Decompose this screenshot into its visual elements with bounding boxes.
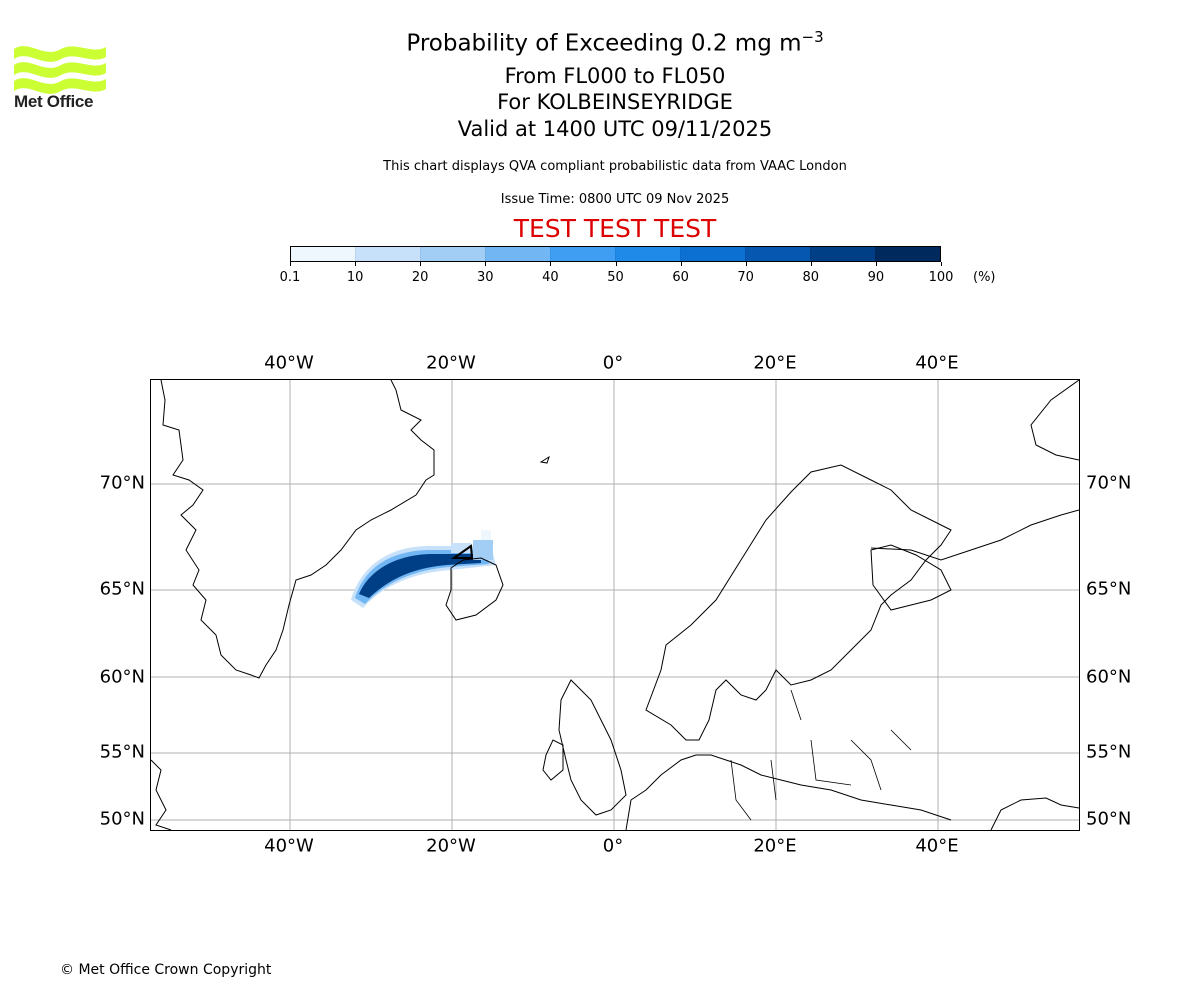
colorbar-segment xyxy=(745,247,810,261)
right-latitude-label: 60°N xyxy=(1086,666,1132,688)
chart-title: Probability of Exceeding 0.2 mg m−3 xyxy=(0,28,1200,57)
colorbar-tick-label: 50 xyxy=(607,270,624,285)
bottom-longitude-label: 40°W xyxy=(264,835,314,857)
colorbar-tick-label: 100 xyxy=(928,270,954,285)
map-frame[interactable] xyxy=(150,379,1080,831)
colorbar xyxy=(290,246,941,262)
colorbar-tick-label: 60 xyxy=(672,270,689,285)
continental-europe-coast xyxy=(625,754,952,830)
jan-mayen-coast xyxy=(539,455,550,464)
greenland-coast xyxy=(160,380,435,679)
colorbar-segment xyxy=(420,247,485,261)
colorbar-tick-label: 70 xyxy=(737,270,754,285)
colorbar-tick-mark xyxy=(941,262,942,266)
valid-time: Valid at 1400 UTC 09/11/2025 xyxy=(457,117,773,141)
colorbar-tick-mark xyxy=(745,262,747,266)
colorbar-tick-mark xyxy=(485,262,487,266)
colorbar-units: (%) xyxy=(973,270,996,285)
met-office-logo-icon xyxy=(14,46,106,94)
colorbar-segment xyxy=(875,247,940,261)
ireland-coast xyxy=(542,739,564,781)
top-longitude-label: 0° xyxy=(602,352,624,374)
left-latitude-label: 70°N xyxy=(99,472,145,494)
top-longitude-label: 40°W xyxy=(264,352,314,374)
colorbar-tick-label: 80 xyxy=(802,270,820,285)
colorbar-tick-mark xyxy=(680,262,682,266)
novaya-zemlya-coast xyxy=(1030,380,1079,461)
southeast-coast xyxy=(990,797,1079,830)
coastlines xyxy=(151,380,1079,830)
left-latitude-label: 60°N xyxy=(99,666,145,688)
colorbar-tick-mark xyxy=(875,262,877,266)
map-svg xyxy=(151,380,1079,830)
colorbar-tick-label: 30 xyxy=(477,270,494,285)
bottom-longitude-label: 20°W xyxy=(426,835,476,857)
top-longitude-label: 40°E xyxy=(915,352,959,374)
colorbar-tick-mark xyxy=(550,262,552,266)
colorbar-segment xyxy=(615,247,680,261)
colorbar-segment xyxy=(485,247,550,261)
colorbar-segment xyxy=(810,247,875,261)
bottom-longitude-label: 0° xyxy=(602,835,624,857)
right-latitude-label: 65°N xyxy=(1086,578,1132,600)
ash-probability-plume xyxy=(351,530,496,608)
right-latitude-label: 70°N xyxy=(1086,472,1132,494)
left-latitude-label: 65°N xyxy=(99,578,145,600)
kola-coast xyxy=(870,509,1079,561)
colorbar-tick-mark xyxy=(355,262,357,266)
scandinavia-coast xyxy=(645,464,952,741)
colorbar-segment xyxy=(355,247,420,261)
top-longitude-label: 20°W xyxy=(426,352,476,374)
right-latitude-label: 55°N xyxy=(1086,741,1132,763)
colorbar-segment xyxy=(291,247,355,261)
graticule xyxy=(151,380,1079,830)
right-latitude-label: 50°N xyxy=(1086,808,1132,830)
colorbar-tick-label: 40 xyxy=(542,270,559,285)
colorbar-tick-label: 0.1 xyxy=(279,270,301,285)
copyright-footer: © Met Office Crown Copyright xyxy=(60,962,272,978)
colorbar-tick-label: 20 xyxy=(411,270,429,285)
chart-subtitle: This chart displays QVA compliant probab… xyxy=(383,159,847,174)
great-britain-coast xyxy=(558,679,627,816)
bottom-longitude-label: 40°E xyxy=(915,835,959,857)
top-longitude-label: 20°E xyxy=(753,352,797,374)
chart-title-superscript: −3 xyxy=(801,28,824,46)
colorbar-tick-label: 10 xyxy=(346,270,364,285)
colorbar-tick-mark xyxy=(290,262,291,266)
finland-russia-coast xyxy=(870,544,952,611)
bottom-longitude-label: 20°E xyxy=(753,835,797,857)
left-latitude-label: 50°N xyxy=(99,808,145,830)
colorbar-tick-mark xyxy=(810,262,812,266)
left-latitude-label: 55°N xyxy=(99,741,145,763)
colorbar-segment xyxy=(550,247,615,261)
volcano-name: For KOLBEINSEYRIDGE xyxy=(497,90,733,114)
flight-level-range: From FL000 to FL050 xyxy=(504,64,726,88)
iceland-coast xyxy=(445,557,504,621)
colorbar-tick-mark xyxy=(420,262,422,266)
chart-title-text: Probability of Exceeding 0.2 mg m xyxy=(406,30,802,57)
colorbar-segment xyxy=(680,247,745,261)
test-banner: TEST TEST TEST xyxy=(513,214,717,243)
logo-text: Met Office xyxy=(14,92,94,111)
colorbar-tick-label: 90 xyxy=(867,270,885,285)
labrador-coast xyxy=(151,759,172,830)
issue-time: Issue Time: 0800 UTC 09 Nov 2025 xyxy=(500,192,730,207)
colorbar-tick-mark xyxy=(615,262,617,266)
country-borders xyxy=(730,689,912,821)
